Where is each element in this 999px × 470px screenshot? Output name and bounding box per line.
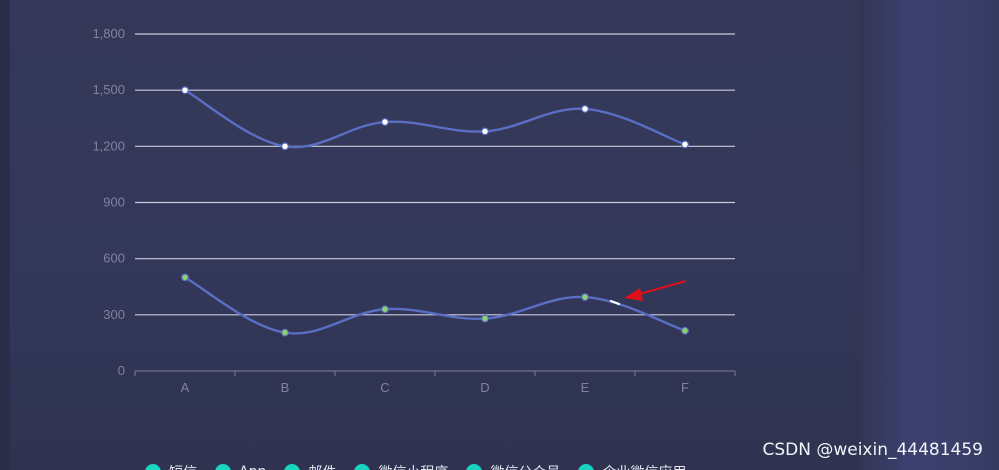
legend-label: 企业微信应用 [602,462,686,470]
x-tick-label: E [581,380,590,395]
data-point [381,118,389,126]
legend-item[interactable]: 企业微信应用 [578,462,686,470]
series-line-2 [184,276,686,335]
data-point [581,293,589,301]
legend-marker-icon [354,464,371,470]
data-point [681,326,689,335]
legend-label: 微信公众号 [490,462,560,470]
data-point [281,142,289,151]
data-point [181,273,189,282]
data-point [681,140,689,149]
legend-marker-icon [466,464,483,470]
legend-item[interactable]: 短信 [145,462,197,470]
y-tick-label: 0 [118,363,125,378]
y-tick-label: 1,500 [92,82,125,97]
highlight-segment [609,299,621,306]
data-point [481,314,489,323]
legend-marker-icon [215,464,231,470]
x-tick-label: C [380,380,389,395]
x-tick-label: B [281,380,290,395]
right-panel [860,0,999,470]
data-point [281,328,289,337]
data-point [481,127,489,136]
legend-marker-icon [284,464,301,470]
x-tick-label: F [681,380,689,395]
data-point [381,305,389,314]
x-tick-label: A [181,380,190,395]
legend-label: 短信 [169,462,197,470]
legend-label: App [239,464,266,470]
y-tick-label: 600 [103,251,125,266]
data-point [181,86,189,95]
y-tick-label: 300 [103,307,125,322]
left-strip [0,0,10,470]
legend-item[interactable]: App [215,462,266,470]
watermark-text: CSDN @weixin_44481459 [762,440,983,460]
annotation-arrow-head [624,288,643,301]
y-tick-label: 1,800 [92,26,125,41]
series-line-1 [184,89,686,149]
legend-label: 邮件 [308,462,336,470]
legend-marker-icon [578,464,595,470]
legend-item[interactable]: 微信小程序 [354,462,448,470]
legend-item[interactable]: 微信公众号 [466,462,560,470]
legend-label: 微信小程序 [378,462,448,470]
chart-panel [10,0,860,470]
chart-legend: 短信 App 邮件 微信小程序 微信公众号 企业微信应用 [145,462,686,470]
x-tick-label: D [480,380,489,395]
y-tick-label: 900 [103,195,125,210]
legend-item[interactable]: 邮件 [284,462,336,470]
data-point [581,104,589,113]
legend-marker-icon [145,464,161,470]
annotation-arrow-shaft [635,280,687,296]
y-tick-label: 1,200 [92,138,125,153]
